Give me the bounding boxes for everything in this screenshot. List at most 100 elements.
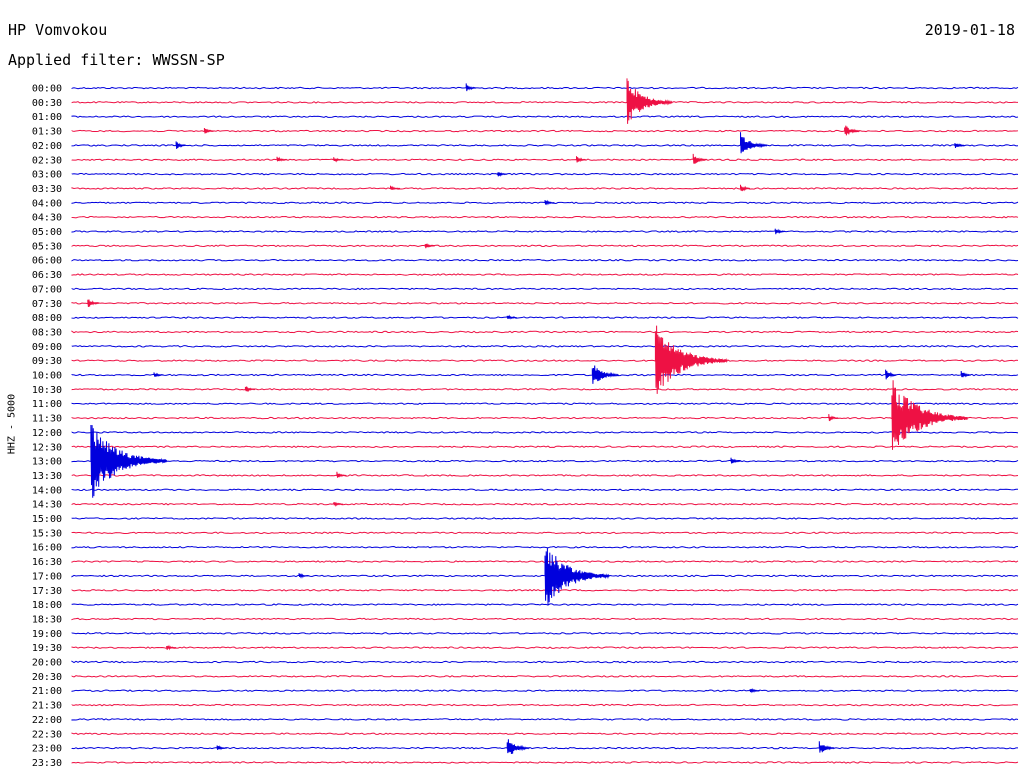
time-label-0830: 08:30 <box>32 327 62 338</box>
time-label-1500: 15:00 <box>32 514 62 525</box>
trace-1600 <box>71 545 1019 549</box>
time-label-2330: 23:30 <box>32 758 62 769</box>
time-label-0230: 02:30 <box>32 155 62 166</box>
event-burst-30 <box>333 501 344 508</box>
event-burst-11 <box>497 172 508 177</box>
event-burst-12 <box>390 185 401 191</box>
time-label-2130: 21:30 <box>32 701 62 712</box>
time-label-0300: 03:00 <box>32 170 62 181</box>
trace-1500 <box>71 517 1019 520</box>
time-label-1130: 11:30 <box>32 414 62 425</box>
trace-1700 <box>71 574 1019 578</box>
trace-2230 <box>71 732 1019 736</box>
event-burst-23 <box>960 370 972 378</box>
trace-1300 <box>71 459 1019 463</box>
time-label-0900: 09:00 <box>32 342 62 353</box>
time-label-0700: 07:00 <box>32 284 62 295</box>
trace-2130 <box>71 703 1019 707</box>
event-burst-26 <box>828 414 839 422</box>
trace-1130 <box>71 416 1019 420</box>
event-burst-16 <box>424 243 435 249</box>
trace-0830 <box>71 330 1019 334</box>
time-label-1800: 18:00 <box>32 600 62 611</box>
trace-0300 <box>71 172 1019 176</box>
station-name: HP Vomvokou <box>8 21 108 39</box>
trace-0100 <box>71 115 1019 118</box>
trace-1200 <box>71 431 1019 434</box>
trace-2200 <box>71 718 1019 721</box>
event-burst-32 <box>298 573 309 579</box>
time-label-1530: 15:30 <box>32 528 62 539</box>
trace-0330 <box>71 187 1019 190</box>
time-label-2300: 23:00 <box>32 744 62 755</box>
time-label-0030: 00:30 <box>32 98 62 109</box>
event-burst-6 <box>954 143 965 148</box>
time-label-1730: 17:30 <box>32 586 62 597</box>
trace-0430 <box>71 215 1019 219</box>
trace-2100 <box>71 689 1019 692</box>
trace-1100 <box>71 402 1019 405</box>
event-burst-13 <box>740 184 751 192</box>
time-label-2230: 22:30 <box>32 729 62 740</box>
event-burst-22 <box>885 369 897 380</box>
trace-0730 <box>71 301 1019 305</box>
trace-1030 <box>71 388 1019 391</box>
time-label-0200: 02:00 <box>32 141 62 152</box>
event-burst-15 <box>774 228 786 235</box>
event-burst-7 <box>276 156 287 162</box>
trace-1630 <box>71 560 1019 563</box>
time-label-0600: 06:00 <box>32 256 62 267</box>
time-label-1830: 18:30 <box>32 614 62 625</box>
event-burst-27 <box>90 424 167 498</box>
trace-0800 <box>71 316 1019 319</box>
trace-0000 <box>71 86 1019 90</box>
trace-1000 <box>71 373 1019 377</box>
time-label-0800: 08:00 <box>32 313 62 324</box>
time-label-0500: 05:00 <box>32 227 62 238</box>
event-burst-37 <box>216 745 227 751</box>
time-label-0330: 03:30 <box>32 184 62 195</box>
trace-0500 <box>71 230 1019 233</box>
event-burst-4 <box>175 141 186 149</box>
event-burst-18 <box>506 314 517 320</box>
trace-1930 <box>71 646 1019 649</box>
trace-0630 <box>71 273 1019 276</box>
time-label-0000: 00:00 <box>32 84 62 95</box>
trace-0200 <box>71 144 1019 147</box>
time-label-0730: 07:30 <box>32 299 62 310</box>
time-label-1430: 14:30 <box>32 500 62 511</box>
time-label-2030: 20:30 <box>32 672 62 683</box>
time-label-1330: 13:30 <box>32 471 62 482</box>
trace-1330 <box>71 474 1019 477</box>
time-label-2100: 21:00 <box>32 686 62 697</box>
time-label-1600: 16:00 <box>32 543 62 554</box>
event-burst-8 <box>333 157 344 163</box>
trace-2300 <box>71 746 1019 750</box>
time-label-1300: 13:00 <box>32 457 62 468</box>
event-burst-14 <box>544 199 555 206</box>
time-label-1030: 10:30 <box>32 385 62 396</box>
trace-0130 <box>71 129 1019 133</box>
event-burst-36 <box>818 741 835 753</box>
event-burst-28 <box>730 457 741 464</box>
time-label-0630: 06:30 <box>32 270 62 281</box>
time-label-1700: 17:00 <box>32 571 62 582</box>
time-label-0100: 01:00 <box>32 112 62 123</box>
event-burst-17 <box>87 299 100 307</box>
trace-1730 <box>71 589 1019 592</box>
time-label-1200: 12:00 <box>32 428 62 439</box>
trace-0230 <box>71 158 1019 162</box>
time-label-0530: 05:30 <box>32 241 62 252</box>
event-burst-19 <box>654 325 728 394</box>
event-burst-29 <box>336 471 347 478</box>
time-label-1930: 19:30 <box>32 643 62 654</box>
trace-1830 <box>71 617 1019 621</box>
trace-0030 <box>71 101 1019 104</box>
event-burst-21 <box>153 372 164 378</box>
event-burst-34 <box>749 687 760 694</box>
event-burst-20 <box>591 365 620 384</box>
event-burst-9 <box>576 156 587 163</box>
trace-0530 <box>71 244 1019 248</box>
time-label-0130: 01:30 <box>32 127 62 138</box>
